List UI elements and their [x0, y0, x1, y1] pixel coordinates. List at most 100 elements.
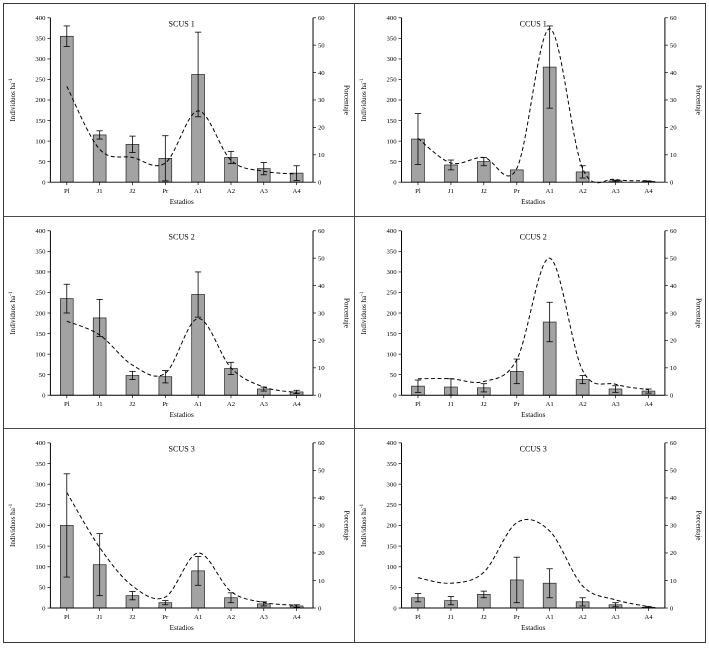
left-tick-label: 400	[386, 228, 397, 235]
left-tick-label: 50	[39, 585, 46, 592]
left-tick-label: 350	[386, 248, 397, 255]
chart-panel-ccus-1: 0 50 100 150 200 250 300 350 400 0 10 20 30 40 50 60 Pl J…	[354, 4, 705, 217]
x-tick-label: Pr	[162, 188, 169, 195]
x-tick-label: J2	[480, 401, 486, 408]
left-tick-label: 300	[35, 269, 46, 276]
right-tick-label: 50	[669, 255, 676, 262]
left-tick-label: 50	[389, 585, 396, 592]
x-tick-label: Pr	[513, 401, 520, 408]
x-tick-label: J1	[97, 614, 103, 621]
x-tick-label: Pl	[64, 401, 70, 408]
x-tick-label: A4	[644, 614, 653, 621]
error-bar	[162, 369, 169, 383]
panel-title: CCUS 3	[519, 445, 546, 454]
error-bar	[194, 31, 202, 118]
left-tick-label: 50	[39, 159, 46, 166]
right-tick-label: 60	[669, 440, 676, 447]
figure-grid: 0 50 100 150 200 250 300 350 400 0 10 20 30 40 50 60 Pl J…	[3, 3, 706, 643]
right-tick-label: 10	[318, 152, 325, 159]
panel-title: CCUS 2	[519, 232, 546, 241]
x-tick-label: A3	[611, 614, 620, 621]
percentage-line	[66, 317, 297, 393]
bar	[92, 134, 107, 183]
x-tick-label: A2	[578, 614, 586, 621]
right-tick-label: 30	[669, 523, 676, 530]
left-tick-label: 200	[35, 523, 46, 530]
left-axis-label: Individuos ha-1	[8, 78, 17, 121]
x-tick-label: A4	[644, 401, 653, 408]
error-bar	[414, 379, 421, 393]
left-tick-label: 0	[42, 606, 46, 613]
x-tick-label: J2	[129, 188, 135, 195]
error-bar	[447, 596, 454, 606]
x-tick-label: A2	[578, 401, 586, 408]
right-axis-label: Porcentaje	[343, 85, 351, 115]
left-tick-label: 200	[386, 310, 397, 317]
x-tick-label: Pl	[64, 188, 70, 195]
right-tick-label: 50	[318, 42, 325, 49]
error-bar	[545, 301, 553, 342]
right-tick-label: 0	[669, 392, 673, 399]
x-tick-label: A1	[194, 614, 202, 621]
x-tick-label: Pl	[415, 188, 421, 195]
chart-panel-scus-3: 0 50 100 150 200 250 300 350 400 0 10 20 30 40 50 60 Pl J…	[4, 429, 355, 642]
x-tick-label: A4	[644, 188, 653, 195]
x-tick-label: A4	[293, 401, 302, 408]
left-tick-label: 350	[35, 461, 46, 468]
x-axis-label: Estadios	[521, 198, 545, 206]
x-tick-label: Pl	[64, 614, 70, 621]
x-tick-label: A1	[545, 614, 553, 621]
right-axis-label: Porcentaje	[343, 298, 351, 328]
left-axis-label: Individuos ha-1	[358, 504, 367, 548]
percentage-line	[66, 86, 297, 175]
x-tick-label: A3	[611, 188, 620, 195]
x-tick-label: A4	[293, 614, 302, 621]
x-tick-label: J1	[447, 401, 453, 408]
left-tick-label: 150	[35, 118, 46, 125]
left-tick-label: 250	[386, 289, 397, 296]
left-tick-label: 150	[386, 331, 397, 338]
chart-svg: 0 50 100 150 200 250 300 350 400 0 10 20 30 40 50 60 Pl J…	[8, 228, 351, 419]
error-bar	[513, 557, 520, 604]
left-tick-label: 250	[35, 77, 46, 84]
x-tick-label: A3	[260, 614, 269, 621]
left-tick-label: 350	[35, 248, 46, 255]
right-tick-label: 50	[318, 468, 325, 475]
left-tick-label: 50	[389, 372, 396, 379]
left-tick-label: 350	[386, 461, 397, 468]
right-tick-label: 20	[318, 337, 325, 344]
error-bar	[447, 159, 454, 171]
right-tick-label: 40	[318, 496, 325, 503]
left-tick-label: 50	[39, 372, 46, 379]
error-bar	[545, 25, 553, 109]
x-tick-label: Pl	[415, 614, 421, 621]
x-tick-label: J2	[129, 401, 135, 408]
right-tick-label: 0	[318, 606, 322, 613]
error-bar	[260, 162, 267, 176]
x-tick-label: A1	[545, 188, 553, 195]
right-axis-label: Porcentaje	[694, 85, 702, 115]
left-tick-label: 0	[42, 179, 46, 186]
left-axis-label: Individuos ha-1	[8, 291, 17, 334]
error-bar	[414, 113, 421, 165]
left-tick-label: 250	[35, 289, 46, 296]
right-tick-label: 0	[318, 179, 322, 186]
x-tick-label: A4	[293, 188, 302, 195]
panel-title: CCUS 1	[519, 20, 546, 29]
x-tick-label: Pl	[415, 401, 421, 408]
left-tick-label: 0	[393, 179, 397, 186]
x-axis-label: Estadios	[170, 198, 194, 206]
right-tick-label: 60	[669, 228, 676, 235]
x-tick-label: Pr	[513, 188, 520, 195]
error-bar	[194, 556, 202, 587]
x-tick-label: J1	[447, 188, 453, 195]
right-tick-label: 30	[318, 310, 325, 317]
right-tick-label: 20	[669, 125, 676, 132]
error-bar	[162, 135, 169, 182]
chart-svg: 0 50 100 150 200 250 300 350 400 0 10 20 30 40 50 60 Pl J…	[358, 228, 702, 419]
left-axis-label: Individuos ha-1	[358, 291, 367, 334]
right-tick-label: 50	[669, 468, 676, 475]
x-tick-label: A2	[578, 188, 586, 195]
x-tick-label: Pr	[513, 614, 520, 621]
percentage-line	[417, 257, 649, 390]
